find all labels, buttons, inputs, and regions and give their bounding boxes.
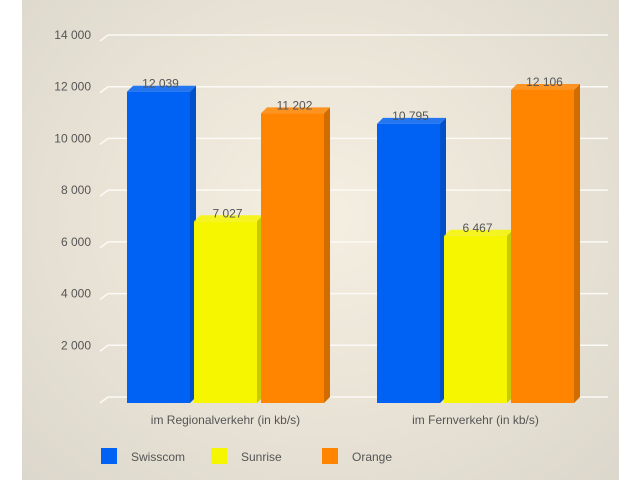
bar-side: [324, 107, 330, 404]
bar-top: [261, 107, 330, 114]
legend-swatch-orange: [322, 448, 338, 464]
bar-top: [511, 83, 580, 90]
gridline: [99, 85, 608, 94]
data-label: 12 039: [142, 77, 179, 91]
gridline: [99, 34, 608, 42]
bar-side: [574, 83, 580, 404]
data-label: 10 795: [392, 109, 429, 123]
legend-label: Swisscom: [131, 450, 185, 464]
y-tick-label: 2 000: [61, 338, 91, 352]
legend-label: Orange: [352, 450, 392, 464]
y-tick-label: 4 000: [61, 287, 91, 301]
bar-top: [444, 229, 513, 236]
y-tick-label: 12 000: [54, 80, 91, 94]
legend-swatch-swisscom: [101, 448, 117, 464]
y-tick-label: 6 000: [61, 235, 91, 249]
bar-swisscom: [377, 123, 440, 404]
data-label: 11 202: [277, 98, 313, 112]
legend-label: Sunrise: [241, 450, 282, 464]
y-tick-label: 14 000: [54, 28, 91, 42]
legend-swatch-sunrise: [211, 448, 227, 464]
bar-top: [194, 215, 263, 222]
data-label: 12 106: [526, 75, 563, 89]
bar-orange: [511, 89, 574, 404]
category-label: im Fernverkehr (in kb/s): [412, 413, 539, 427]
bar-sunrise: [194, 221, 257, 403]
bar-top: [127, 85, 196, 92]
bar-sunrise: [444, 235, 507, 403]
category-label: im Regionalverkehr (in kb/s): [151, 413, 300, 427]
data-label: 7 027: [212, 206, 242, 220]
bar-top: [377, 117, 446, 124]
y-tick-label: 10 000: [54, 131, 91, 145]
bar-orange: [261, 113, 324, 403]
y-tick-label: 8 000: [61, 183, 91, 197]
bar-swisscom: [127, 91, 190, 403]
data-label: 6 467: [462, 221, 492, 235]
